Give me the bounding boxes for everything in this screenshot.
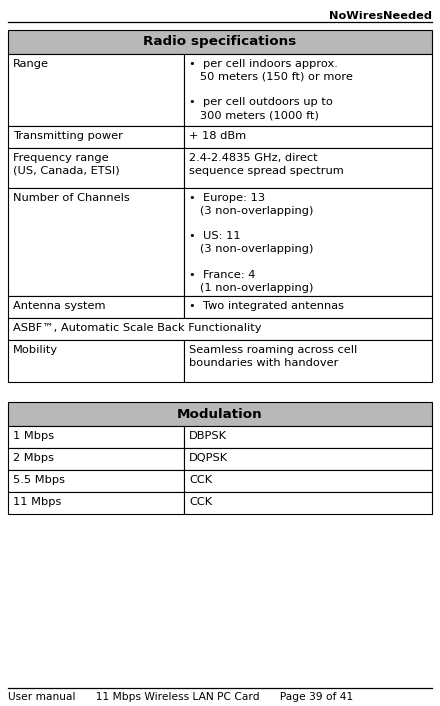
Bar (8, 470, 184, 492)
Text: User manual      11 Mbps Wireless LAN PC Card      Page 39 of 41: User manual 11 Mbps Wireless LAN PC Card… (8, 692, 353, 702)
Text: CCK: CCK (189, 475, 212, 485)
Text: Seamless roaming across cell
boundaries with handover: Seamless roaming across cell boundaries … (189, 345, 357, 368)
Text: 2 Mbps: 2 Mbps (13, 453, 54, 463)
Bar (8, 402, 432, 426)
Text: Mobility: Mobility (13, 345, 58, 355)
Bar (184, 148, 432, 188)
Bar (184, 126, 432, 148)
Text: Radio specifications: Radio specifications (143, 35, 297, 49)
Text: 2.4-2.4835 GHz, direct
sequence spread spectrum: 2.4-2.4835 GHz, direct sequence spread s… (189, 153, 344, 176)
Text: Antenna system: Antenna system (13, 301, 106, 311)
Text: Range: Range (13, 59, 49, 69)
Bar (8, 188, 184, 296)
Text: CCK: CCK (189, 497, 212, 507)
Text: Transmitting power: Transmitting power (13, 131, 123, 141)
Bar (8, 318, 432, 340)
Text: + 18 dBm: + 18 dBm (189, 131, 246, 141)
Bar (184, 492, 432, 514)
Bar (184, 296, 432, 318)
Text: 11 Mbps: 11 Mbps (13, 497, 61, 507)
Bar (8, 492, 184, 514)
Text: •  per cell indoors approx.
   50 meters (150 ft) or more

•  per cell outdoors : • per cell indoors approx. 50 meters (15… (189, 59, 353, 120)
Bar (184, 340, 432, 382)
Text: Number of Channels: Number of Channels (13, 193, 130, 203)
Bar (8, 30, 432, 54)
Bar (8, 340, 184, 382)
Text: DQPSK: DQPSK (189, 453, 228, 463)
Text: ASBF™, Automatic Scale Back Functionality: ASBF™, Automatic Scale Back Functionalit… (13, 323, 261, 333)
Text: Frequency range
(US, Canada, ETSI): Frequency range (US, Canada, ETSI) (13, 153, 120, 175)
Text: 1 Mbps: 1 Mbps (13, 431, 54, 441)
Text: •  Two integrated antennas: • Two integrated antennas (189, 301, 344, 311)
Bar (8, 148, 184, 188)
Text: Modulation: Modulation (177, 407, 263, 421)
Bar (184, 470, 432, 492)
Bar (8, 126, 184, 148)
Bar (184, 188, 432, 296)
Bar (8, 54, 184, 126)
Text: DBPSK: DBPSK (189, 431, 227, 441)
Bar (8, 296, 184, 318)
Bar (184, 426, 432, 448)
Text: NoWiresNeeded: NoWiresNeeded (329, 11, 432, 21)
Bar (184, 54, 432, 126)
Bar (184, 448, 432, 470)
Text: 5.5 Mbps: 5.5 Mbps (13, 475, 65, 485)
Text: •  Europe: 13
   (3 non-overlapping)

•  US: 11
   (3 non-overlapping)

•  Franc: • Europe: 13 (3 non-overlapping) • US: 1… (189, 193, 313, 292)
Bar (8, 426, 184, 448)
Bar (8, 448, 184, 470)
